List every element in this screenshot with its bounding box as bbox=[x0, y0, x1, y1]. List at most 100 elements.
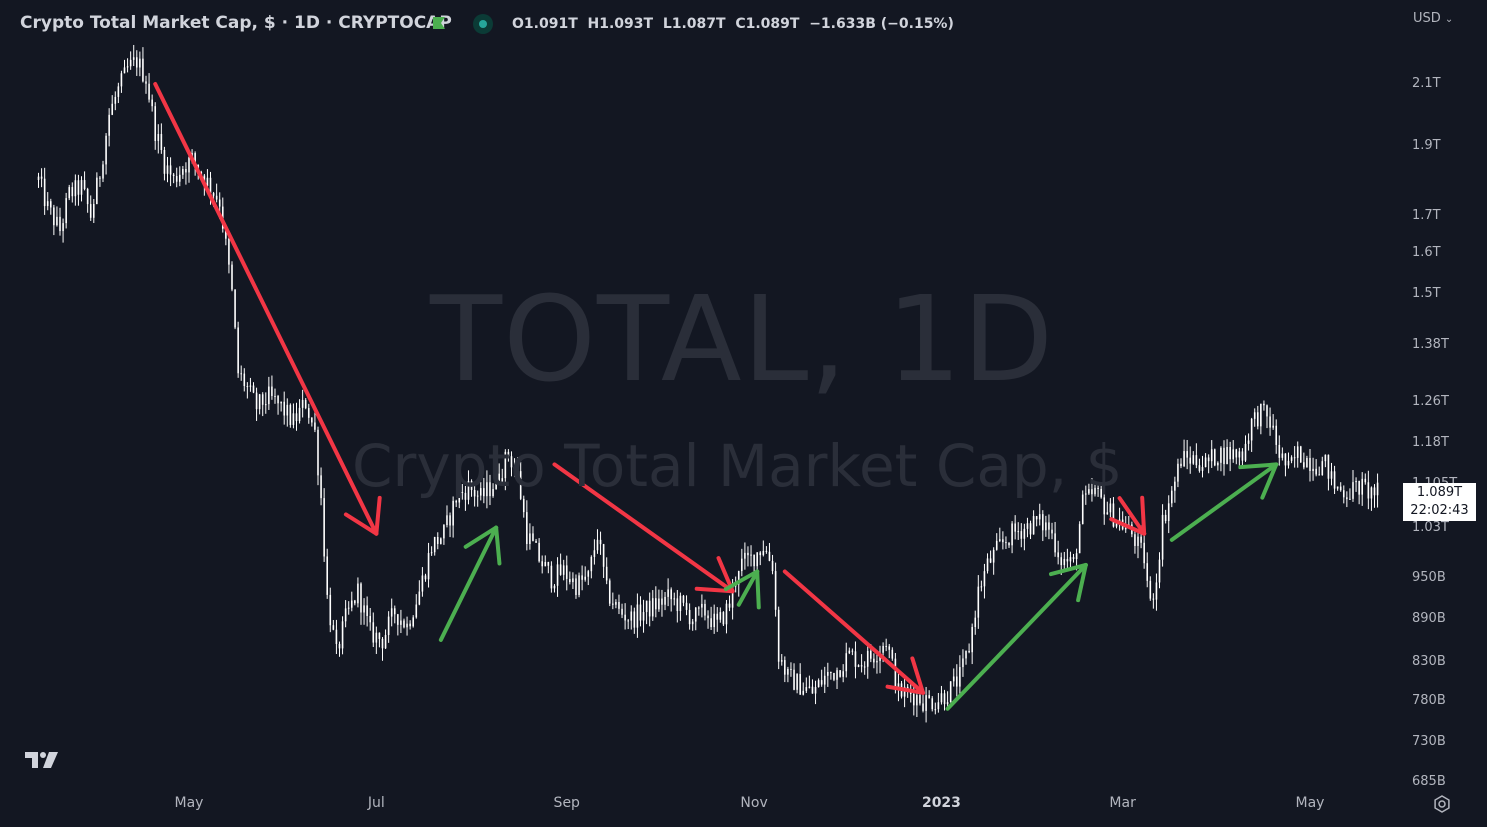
candle-body bbox=[243, 374, 245, 386]
candle-body bbox=[861, 665, 863, 666]
candle-body bbox=[357, 584, 359, 604]
candle-body bbox=[1168, 503, 1170, 521]
price-tick-label: 1.9T bbox=[1412, 138, 1441, 153]
candle-body bbox=[867, 651, 869, 667]
currency-selector[interactable]: USD ⌄ bbox=[1413, 11, 1453, 26]
candle-body bbox=[376, 633, 378, 643]
candle-body bbox=[1358, 481, 1360, 495]
candle-body bbox=[1371, 487, 1373, 498]
candle-body bbox=[293, 413, 295, 425]
candle-body bbox=[1033, 516, 1035, 534]
tradingview-logo-icon[interactable] bbox=[24, 748, 62, 770]
candle-body bbox=[627, 620, 629, 621]
candle-body bbox=[640, 605, 642, 621]
candle-body bbox=[1285, 454, 1287, 466]
candle-body bbox=[1183, 451, 1185, 466]
candle-body bbox=[806, 687, 808, 691]
candle-body bbox=[1346, 497, 1348, 499]
candle-body bbox=[1282, 454, 1284, 458]
candle-body bbox=[277, 396, 279, 403]
candle-body bbox=[999, 539, 1001, 541]
candle-body bbox=[1196, 455, 1198, 465]
candle-body bbox=[852, 651, 854, 652]
symbol-title[interactable]: Crypto Total Market Cap, $ · 1D · CRYPTO… bbox=[20, 13, 452, 33]
candle-body bbox=[1174, 482, 1176, 491]
candle-body bbox=[237, 327, 239, 373]
time-tick-label: Nov bbox=[740, 795, 767, 811]
arrow-head bbox=[376, 498, 379, 534]
symbol-watermark: TOTAL, 1D bbox=[430, 270, 1054, 408]
candle-body bbox=[348, 608, 350, 609]
candle-body bbox=[947, 702, 949, 704]
candle-body bbox=[624, 615, 626, 621]
candle-body bbox=[931, 698, 933, 709]
candle-body bbox=[1042, 514, 1044, 530]
flag-icon[interactable] bbox=[432, 16, 446, 30]
candle-body bbox=[185, 169, 187, 172]
chart-header: Crypto Total Market Cap, $ · 1D · CRYPTO… bbox=[0, 0, 1390, 48]
candle-body bbox=[111, 104, 113, 115]
candle-body bbox=[716, 614, 718, 620]
candle-body bbox=[609, 580, 611, 603]
candle-body bbox=[959, 667, 961, 687]
candle-body bbox=[1180, 464, 1182, 466]
candle-body bbox=[213, 193, 215, 196]
candle-body bbox=[772, 561, 774, 571]
candle-body bbox=[538, 543, 540, 561]
candle-body bbox=[836, 670, 838, 680]
candle-body bbox=[799, 674, 801, 695]
candle-body bbox=[290, 405, 292, 425]
candle-body bbox=[1057, 552, 1059, 557]
candle-body bbox=[345, 608, 347, 621]
candle-body bbox=[400, 621, 402, 625]
candle-body bbox=[1113, 503, 1115, 526]
candle-body bbox=[164, 150, 166, 174]
candle-body bbox=[1143, 543, 1145, 563]
candle-body bbox=[170, 165, 172, 174]
candle-body bbox=[394, 608, 396, 614]
candle-body bbox=[1315, 469, 1317, 475]
settings-icon[interactable] bbox=[1432, 794, 1452, 814]
candle-body bbox=[689, 610, 691, 624]
candle-body bbox=[729, 604, 731, 608]
candle-body bbox=[59, 217, 61, 231]
price-tick-label: 1.03T bbox=[1412, 520, 1449, 535]
candle-body bbox=[1229, 447, 1231, 459]
candle-body bbox=[1159, 560, 1161, 583]
candle-body bbox=[796, 674, 798, 690]
candle-body bbox=[658, 599, 660, 610]
candle-body bbox=[1291, 457, 1293, 461]
candle-body bbox=[1321, 461, 1323, 475]
candle-body bbox=[385, 635, 387, 648]
candle-body bbox=[1048, 522, 1050, 529]
candle-body bbox=[938, 702, 940, 709]
candle-body bbox=[965, 651, 967, 658]
candle-body bbox=[437, 537, 439, 544]
candle-body bbox=[56, 217, 58, 225]
candle-body bbox=[968, 651, 970, 652]
candle-body bbox=[148, 84, 150, 100]
candle-body bbox=[741, 559, 743, 571]
candle-body bbox=[1140, 537, 1142, 543]
candle-body bbox=[981, 586, 983, 587]
candle-body bbox=[962, 658, 964, 667]
price-tick-label: 1.26T bbox=[1412, 394, 1449, 409]
candle-body bbox=[151, 100, 153, 107]
price-tick-label: 950B bbox=[1412, 570, 1446, 585]
candle-body bbox=[1171, 491, 1173, 504]
candle-body bbox=[320, 475, 322, 498]
candle-body bbox=[1361, 479, 1363, 495]
candle-body bbox=[1073, 557, 1075, 559]
candle-body bbox=[855, 651, 857, 667]
candle-body bbox=[563, 565, 565, 574]
candle-body bbox=[1248, 440, 1250, 443]
candle-body bbox=[280, 402, 282, 404]
candle-body bbox=[637, 605, 639, 628]
candle-body bbox=[557, 564, 559, 585]
candle-body bbox=[683, 596, 685, 603]
candle-body bbox=[96, 178, 98, 204]
candle-body bbox=[75, 180, 77, 196]
candle-body bbox=[1202, 467, 1204, 471]
market-status-icon[interactable] bbox=[473, 14, 493, 34]
